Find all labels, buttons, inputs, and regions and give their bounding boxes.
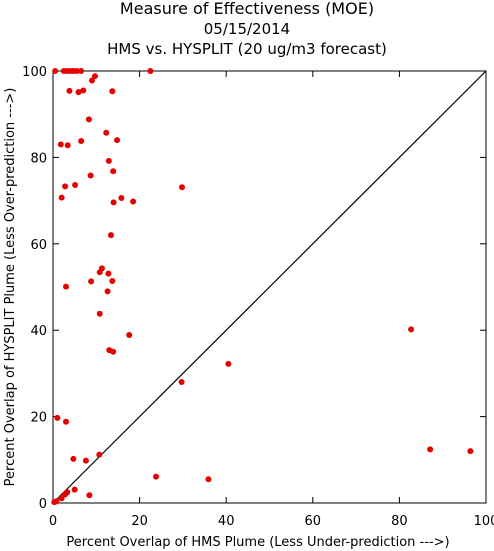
data-point	[75, 89, 82, 96]
data-point	[80, 87, 87, 94]
data-point	[72, 182, 79, 189]
x-axis: 0 20 40 60 80 100	[49, 71, 494, 529]
y-tick-label: 100	[22, 65, 47, 80]
data-point	[130, 198, 137, 205]
y-tick-label: 40	[30, 324, 47, 339]
data-point	[54, 414, 61, 421]
data-point	[86, 492, 93, 499]
data-point	[64, 142, 71, 149]
data-point	[153, 473, 160, 480]
data-point	[108, 232, 115, 239]
data-point	[51, 499, 58, 506]
data-point	[126, 331, 133, 338]
data-point	[88, 278, 95, 285]
data-point	[62, 283, 69, 290]
data-point	[105, 270, 112, 277]
data-point	[147, 68, 154, 74]
y-axis-label: Percent Overlap of HYSPLIT Plume (Less O…	[3, 88, 18, 487]
data-point	[467, 448, 474, 455]
data-point	[103, 129, 110, 136]
data-point	[109, 88, 116, 95]
x-tick-label: 40	[218, 514, 235, 529]
chart-title: Measure of Effectiveness (MOE)	[119, 0, 375, 18]
data-points	[51, 68, 474, 506]
data-point	[109, 277, 116, 284]
x-tick-label: 60	[305, 514, 322, 529]
plot-frame	[52, 70, 487, 504]
data-point	[85, 116, 92, 123]
data-point	[58, 495, 65, 502]
data-point	[104, 288, 111, 295]
y-tick-label: 20	[30, 411, 47, 426]
data-point	[225, 360, 232, 367]
x-tick-label: 100	[474, 514, 494, 529]
x-axis-label: Percent Overlap of HMS Plume (Less Under…	[66, 535, 449, 550]
data-point	[87, 172, 94, 179]
data-point	[88, 77, 95, 84]
data-point	[427, 446, 434, 453]
data-point	[82, 457, 89, 464]
data-point	[205, 476, 212, 483]
data-point	[73, 68, 80, 74]
data-point	[110, 199, 117, 206]
y-tick-label: 0	[39, 497, 47, 512]
data-point	[96, 310, 103, 317]
data-point	[62, 418, 69, 425]
y-tick-label: 80	[30, 151, 47, 166]
y-axis: 0 20 40 60 80 100	[22, 65, 486, 512]
data-point	[66, 87, 73, 94]
data-point	[110, 348, 117, 355]
x-tick-label: 0	[49, 514, 57, 529]
chart-subtitle: HMS vs. HYSPLIT (20 ug/m3 forecast)	[107, 40, 387, 58]
data-point	[118, 195, 125, 202]
data-point	[110, 168, 117, 175]
data-point	[96, 451, 103, 458]
data-point	[52, 68, 59, 74]
data-point	[96, 269, 103, 276]
data-point	[78, 68, 85, 74]
data-point	[408, 326, 415, 333]
data-point	[62, 183, 69, 190]
data-point	[70, 455, 77, 462]
y-tick-label: 60	[30, 238, 47, 253]
x-tick-label: 80	[391, 514, 408, 529]
data-point	[179, 184, 186, 191]
data-point	[62, 491, 69, 498]
data-point	[58, 194, 65, 201]
data-point	[78, 137, 85, 144]
data-point	[178, 379, 185, 386]
x-tick-label: 20	[131, 514, 148, 529]
data-point	[105, 157, 112, 164]
reference-line	[52, 70, 487, 504]
data-point	[57, 141, 64, 148]
data-point	[71, 486, 78, 493]
data-point	[92, 73, 99, 80]
chart-date: 05/15/2014	[203, 20, 291, 38]
data-point	[114, 137, 121, 144]
